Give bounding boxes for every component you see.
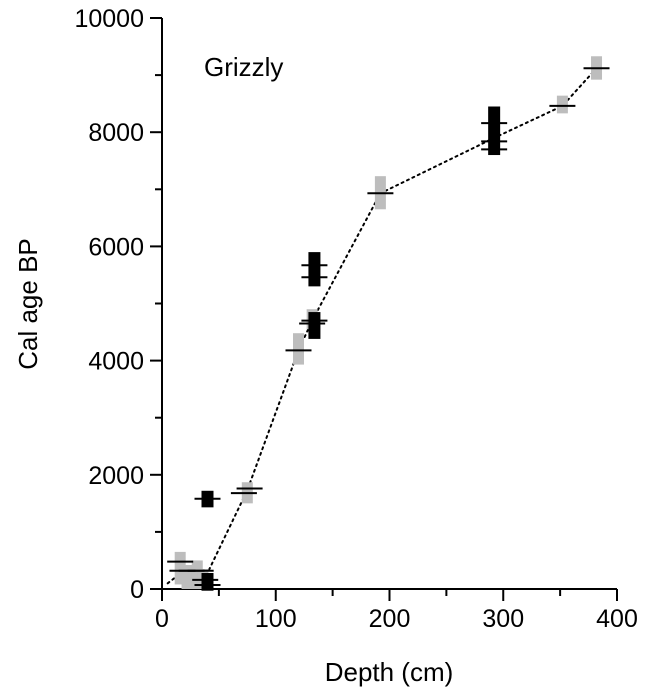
excluded-date-bar — [308, 312, 321, 339]
date-markers-layer — [167, 67, 610, 587]
y-tick-label: 8000 — [88, 119, 144, 147]
x-tick-label: 300 — [482, 605, 524, 633]
x-tick-label: 200 — [369, 605, 411, 633]
site-label: Grizzly — [204, 52, 283, 82]
axes: 0 2000 4000 6000 8000 10000 0 100 200 300 400 — [74, 5, 637, 633]
x-tick-label: 0 — [155, 605, 169, 633]
y-tick-label: 10000 — [74, 5, 144, 33]
x-tick-label: 100 — [255, 605, 297, 633]
included-date-bar — [181, 565, 193, 589]
age-model-line — [166, 67, 598, 585]
y-axis-title: Cal age BP — [13, 238, 43, 370]
y-tick-label: 6000 — [88, 233, 144, 261]
y-tick-label: 0 — [130, 576, 144, 604]
excluded-date-bar — [308, 252, 321, 287]
excluded-date-bar — [488, 106, 501, 156]
excluded-date-bar — [201, 573, 214, 591]
included-date-bar — [556, 95, 568, 114]
age-model-layer — [166, 67, 598, 585]
x-axis-title: Depth (cm) — [325, 657, 454, 687]
x-tick-label: 400 — [596, 605, 638, 633]
calibrated-dates-layer — [174, 56, 603, 591]
included-date-bar — [174, 551, 186, 585]
y-tick-label: 4000 — [88, 348, 144, 376]
included-date-bar — [293, 333, 304, 365]
y-tick-label: 2000 — [88, 462, 144, 490]
included-date-bar — [191, 560, 203, 589]
